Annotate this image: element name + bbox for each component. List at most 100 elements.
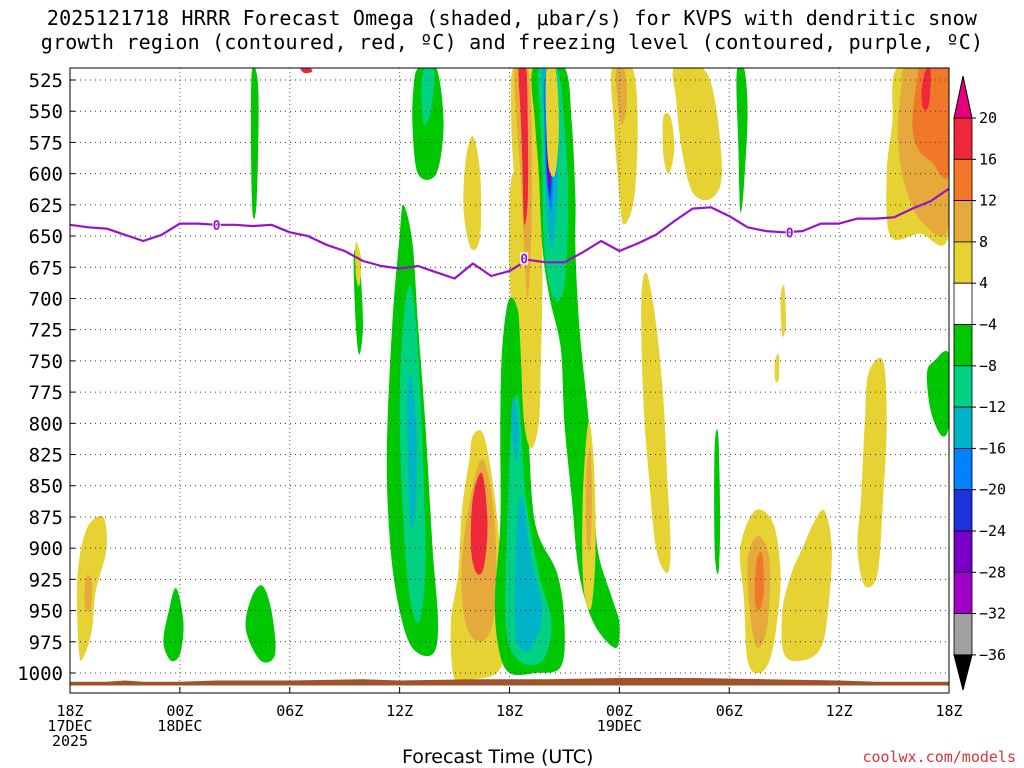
colorbar-label: −12 bbox=[979, 398, 1006, 416]
y-tick-label: 900 bbox=[29, 538, 63, 560]
colorbar-top-arrow bbox=[953, 75, 973, 119]
y-tick-label: 550 bbox=[29, 101, 63, 123]
x-tick-label: 00Z bbox=[606, 702, 633, 720]
x-tick-label: 17DEC bbox=[47, 717, 92, 735]
y-tick-label: 575 bbox=[29, 132, 63, 154]
colorbar-band bbox=[953, 530, 973, 573]
y-tick-label: 600 bbox=[29, 164, 63, 186]
y-tick-label: 875 bbox=[29, 507, 63, 529]
y-tick-label: 1000 bbox=[17, 663, 63, 685]
omega-positive-8-region bbox=[615, 68, 627, 125]
terrain-ground bbox=[70, 678, 949, 686]
omega-positive-4-region bbox=[545, 68, 559, 177]
colorbar-label: 8 bbox=[979, 233, 988, 251]
colorbar-band bbox=[953, 241, 973, 284]
omega-positive-12-region bbox=[754, 552, 765, 611]
y-tick-label: 950 bbox=[29, 601, 63, 623]
site-credit: coolwx.com/models bbox=[862, 748, 1016, 766]
omega-positive-4-region bbox=[780, 284, 787, 338]
omega-positive-4-region bbox=[781, 509, 832, 662]
omega-negative-4-region bbox=[250, 68, 259, 219]
y-tick-label: 825 bbox=[29, 445, 63, 467]
colorbar-band bbox=[953, 117, 973, 160]
y-tick-label: 925 bbox=[29, 569, 63, 591]
omega-positive-8-region bbox=[585, 447, 592, 551]
colorbar-band bbox=[953, 489, 973, 532]
omega-positive-16-region bbox=[518, 68, 529, 225]
chart-title: 2025121718 HRRR Forecast Omega (shaded, … bbox=[0, 6, 1024, 54]
omega-negative-12-region bbox=[514, 496, 543, 652]
x-tick-label: 12Z bbox=[386, 702, 413, 720]
omega-negative-12-region bbox=[406, 373, 417, 528]
contours: 0 0 0 bbox=[70, 68, 949, 280]
y-tick-label: 800 bbox=[29, 413, 63, 435]
y-tick-label: 850 bbox=[29, 476, 63, 498]
omega-positive-4-region bbox=[610, 68, 638, 225]
y-tick-label: 525 bbox=[29, 70, 63, 92]
freezing-level-label: 0 bbox=[786, 226, 794, 241]
omega-negative-4-region bbox=[412, 68, 444, 180]
x-tick-label: 18Z bbox=[496, 702, 523, 720]
omega-positive-4-region bbox=[463, 135, 482, 251]
colorbar-label: −20 bbox=[979, 481, 1006, 499]
omega-negative-4-region bbox=[163, 587, 184, 662]
colorbar-label: −28 bbox=[979, 563, 1006, 581]
colorbar-band bbox=[953, 200, 973, 243]
omega-positive-8-region bbox=[84, 574, 93, 612]
colorbar-band bbox=[953, 282, 973, 325]
x-tick-label: 2025 bbox=[52, 732, 88, 750]
omega-positive-4-region bbox=[672, 68, 722, 201]
grid bbox=[70, 68, 949, 693]
colorbar-label: −16 bbox=[979, 439, 1006, 457]
y-tick-label: 700 bbox=[29, 288, 63, 310]
omega-positive-16-region bbox=[470, 472, 488, 575]
omega-negative-4-region bbox=[245, 585, 276, 663]
y-tick-label: 775 bbox=[29, 382, 63, 404]
colorbar-band bbox=[953, 365, 973, 408]
y-tick-label: 650 bbox=[29, 226, 63, 248]
omega-positive-4-region bbox=[662, 113, 675, 174]
colorbar-label: 4 bbox=[979, 274, 988, 292]
omega-shading bbox=[76, 68, 949, 684]
colorbar: 20 16 12 8 4 −4 −8 −12 −16 −20 −24 −28 −32 −36 bbox=[953, 75, 1006, 691]
y-axis: 525 550 575 600 625 650 675 700 725 750 775 800 825 8… bbox=[17, 70, 75, 685]
x-tick-label: 00Z bbox=[166, 702, 193, 720]
x-tick-label: 12Z bbox=[826, 702, 853, 720]
omega-positive-4-region bbox=[857, 357, 887, 588]
freezing-label-bg bbox=[785, 226, 794, 239]
colorbar-band bbox=[953, 613, 973, 656]
x-tick-label: 18Z bbox=[56, 702, 83, 720]
omega-negative-4-region bbox=[926, 350, 949, 437]
colorbar-band bbox=[953, 571, 973, 614]
colorbar-label: −32 bbox=[979, 605, 1006, 623]
omega-negative-12-region bbox=[511, 398, 519, 461]
omega-positive-4-region bbox=[641, 272, 671, 574]
colorbar-bottom-arrow bbox=[953, 654, 973, 691]
colorbar-label: −8 bbox=[979, 357, 997, 375]
dgz-contour bbox=[300, 68, 313, 74]
colorbar-band bbox=[953, 158, 973, 202]
colorbar-label: 20 bbox=[979, 109, 997, 127]
x-tick-label: 18Z bbox=[935, 702, 962, 720]
chart-title-line1: 2025121718 HRRR Forecast Omega (shaded, … bbox=[46, 6, 978, 30]
y-tick-label: 750 bbox=[29, 351, 63, 373]
chart-title-line2: growth region (contoured, red, ºC) and f… bbox=[40, 30, 984, 54]
omega-negative-4-region bbox=[714, 429, 721, 575]
y-tick-label: 975 bbox=[29, 632, 63, 654]
omega-positive-16-region bbox=[921, 68, 931, 111]
colorbar-label: −4 bbox=[979, 316, 997, 334]
y-tick-label: 725 bbox=[29, 320, 63, 342]
omega-positive-4-region bbox=[355, 241, 362, 287]
colorbar-band bbox=[953, 447, 973, 491]
freezing-level-label: 0 bbox=[213, 219, 221, 234]
x-tick-label: 18DEC bbox=[157, 717, 202, 735]
y-tick-label: 625 bbox=[29, 195, 63, 217]
colorbar-band bbox=[953, 406, 973, 449]
x-axis-title: Forecast Time (UTC) bbox=[402, 746, 594, 768]
colorbar-label: 16 bbox=[979, 150, 997, 168]
colorbar-label: −24 bbox=[979, 522, 1006, 540]
colorbar-label: −36 bbox=[979, 646, 1006, 664]
freezing-label-bg bbox=[520, 252, 529, 265]
